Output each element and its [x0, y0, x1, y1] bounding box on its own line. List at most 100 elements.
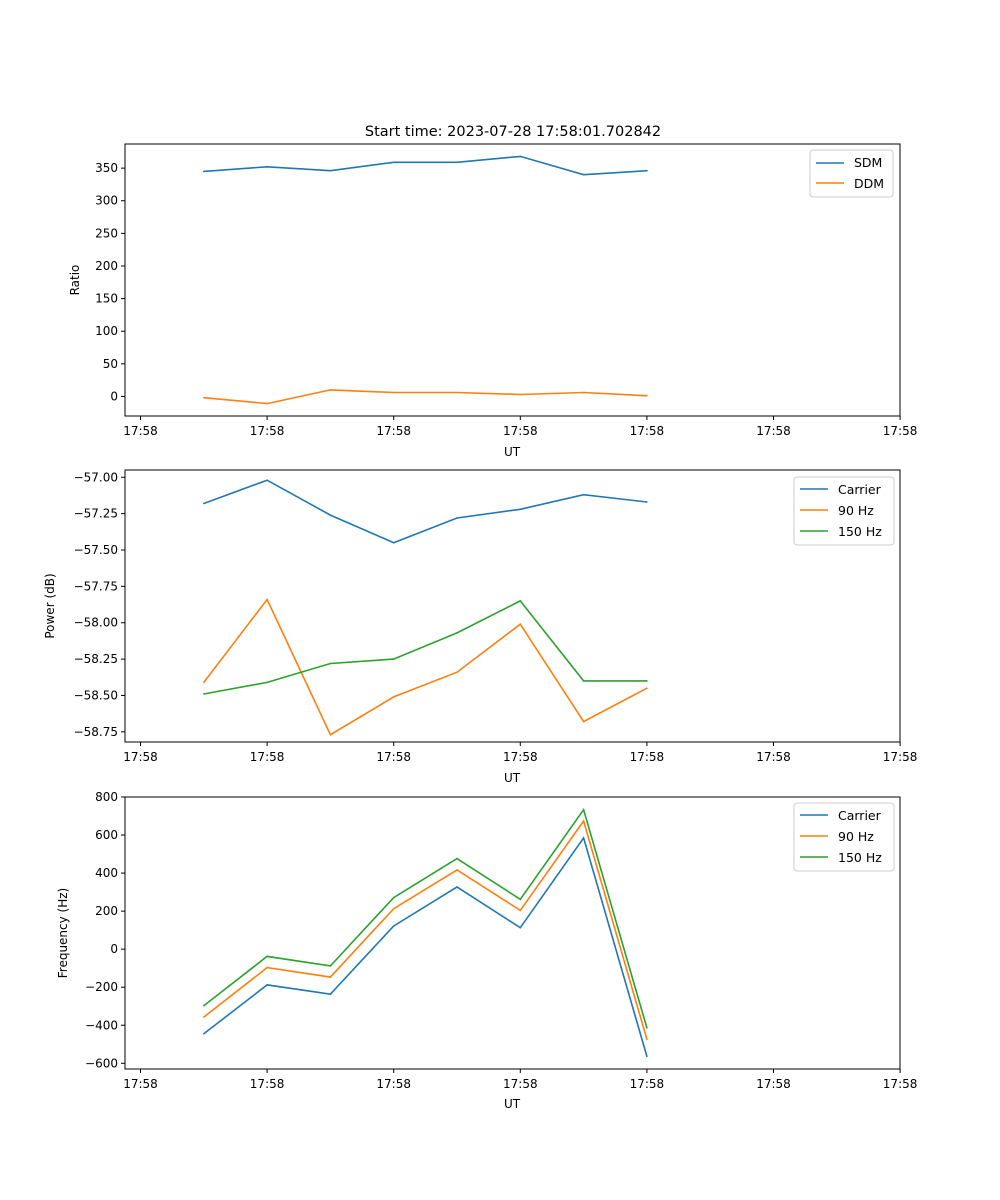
data-point — [392, 161, 395, 164]
ratio-panel: Start time: 2023-07-28 17:58:01.702842 0… — [68, 124, 917, 459]
x-tick-label: 17:58 — [503, 750, 538, 764]
data-point — [266, 598, 268, 601]
x-tick-label: 17:58 — [630, 1077, 665, 1091]
y-tick-label: 150 — [95, 292, 118, 306]
y-tick-label: 600 — [95, 828, 118, 842]
x-tick-label: 17:58 — [250, 424, 285, 438]
data-point — [646, 687, 648, 689]
x-tick-label: 17:58 — [376, 424, 411, 438]
y-tick-label: −58.25 — [74, 652, 118, 666]
y-tick-label: 250 — [95, 226, 118, 240]
legend-label-150hz: 150 Hz — [838, 850, 882, 865]
data-point — [203, 396, 205, 399]
y-tick-label: −200 — [85, 980, 118, 994]
data-point — [582, 820, 585, 822]
data-point — [266, 681, 268, 684]
data-point — [392, 658, 395, 660]
data-point — [646, 680, 648, 682]
y-tick-label: 350 — [95, 161, 118, 175]
data-point — [392, 541, 395, 544]
frequency-panel: −600 −400 −200 0 200 400 600 800 17:58 17:58 17:58… — [56, 790, 917, 1111]
x-tick-label: 17:58 — [630, 424, 665, 438]
data-point — [582, 837, 585, 839]
y-tick-label: 50 — [103, 357, 118, 371]
series-line-ddm — [203, 389, 647, 405]
data-point — [266, 479, 268, 482]
plot-frame — [124, 469, 901, 743]
x-tick-label: 17:58 — [503, 1077, 538, 1091]
data-point — [582, 173, 585, 176]
y-tick-label: −57.50 — [74, 543, 118, 557]
x-tick-label: 17:58 — [376, 750, 411, 764]
series-line-carrier — [203, 479, 647, 544]
x-tick-label: 17:58 — [123, 1077, 158, 1091]
data-point — [203, 502, 205, 505]
data-point — [329, 976, 332, 978]
x-tick-label: 17:58 — [123, 750, 158, 764]
data-point — [266, 166, 268, 168]
y-tick-label: −57.25 — [74, 507, 118, 521]
data-point — [456, 857, 458, 860]
data-point — [392, 925, 395, 927]
data-point — [582, 808, 585, 811]
data-point — [582, 493, 585, 496]
data-point — [519, 393, 522, 396]
y-tick-label: 800 — [95, 790, 118, 804]
data-point — [456, 869, 458, 871]
x-axis-label: UT — [504, 445, 521, 459]
legend-box — [793, 802, 895, 872]
x-tick-label: 17:58 — [630, 750, 665, 764]
data-point — [646, 1038, 648, 1041]
series-line-150-hz — [203, 599, 647, 695]
power-panel: −58.75 −58.50 −58.25 −58.00 −57.75 −57.50 −57.… — [43, 469, 917, 785]
data-point — [329, 662, 332, 665]
data-point — [519, 926, 522, 929]
data-point — [456, 632, 458, 634]
y-tick-label: 100 — [95, 324, 118, 338]
y-tick-label: 200 — [95, 259, 118, 273]
data-point — [266, 966, 268, 969]
data-point — [266, 955, 268, 958]
data-point — [329, 965, 332, 967]
data-point — [329, 169, 332, 172]
data-point — [456, 517, 458, 519]
data-point — [582, 720, 585, 723]
x-tick-label: 17:58 — [376, 1077, 411, 1091]
x-tick-label: 17:58 — [123, 424, 158, 438]
y-axis-label: Power (dB) — [43, 573, 57, 638]
series-line-carrier — [203, 836, 648, 1057]
plot-frame — [124, 143, 901, 417]
data-point — [266, 984, 268, 986]
data-point — [203, 681, 205, 684]
y-tick-label: 300 — [95, 194, 118, 208]
data-point — [456, 671, 458, 673]
legend-label-carrier: Carrier — [838, 808, 882, 823]
data-point — [519, 600, 522, 602]
y-tick-label: 200 — [95, 904, 118, 918]
y-tick-label: 400 — [95, 866, 118, 880]
x-tick-label: 17:58 — [756, 750, 791, 764]
x-axis-label: UT — [504, 771, 521, 785]
series-line-150-hz — [203, 807, 648, 1029]
data-point — [519, 623, 522, 625]
data-point — [646, 501, 648, 503]
data-point — [203, 170, 205, 173]
legend-label-90hz: 90 Hz — [838, 829, 874, 844]
y-tick-label: −58.50 — [74, 688, 118, 702]
x-tick-label: 17:58 — [250, 1077, 285, 1091]
data-point — [519, 155, 522, 158]
data-point — [646, 169, 648, 172]
data-point — [646, 1027, 648, 1029]
chart-title: Start time: 2023-07-28 17:58:01.702842 — [365, 124, 661, 140]
data-point — [646, 395, 648, 397]
y-tick-label: −57.75 — [74, 579, 118, 593]
x-axis-label: UT — [504, 1097, 521, 1111]
legend: SDM DDM — [809, 149, 894, 198]
series-line-90-hz — [203, 819, 648, 1040]
data-point — [582, 680, 585, 682]
data-point — [456, 161, 458, 164]
y-axis-label: Frequency (Hz) — [56, 888, 70, 979]
legend-label-carrier: Carrier — [838, 482, 882, 497]
legend-label-ddm: DDM — [854, 176, 884, 191]
